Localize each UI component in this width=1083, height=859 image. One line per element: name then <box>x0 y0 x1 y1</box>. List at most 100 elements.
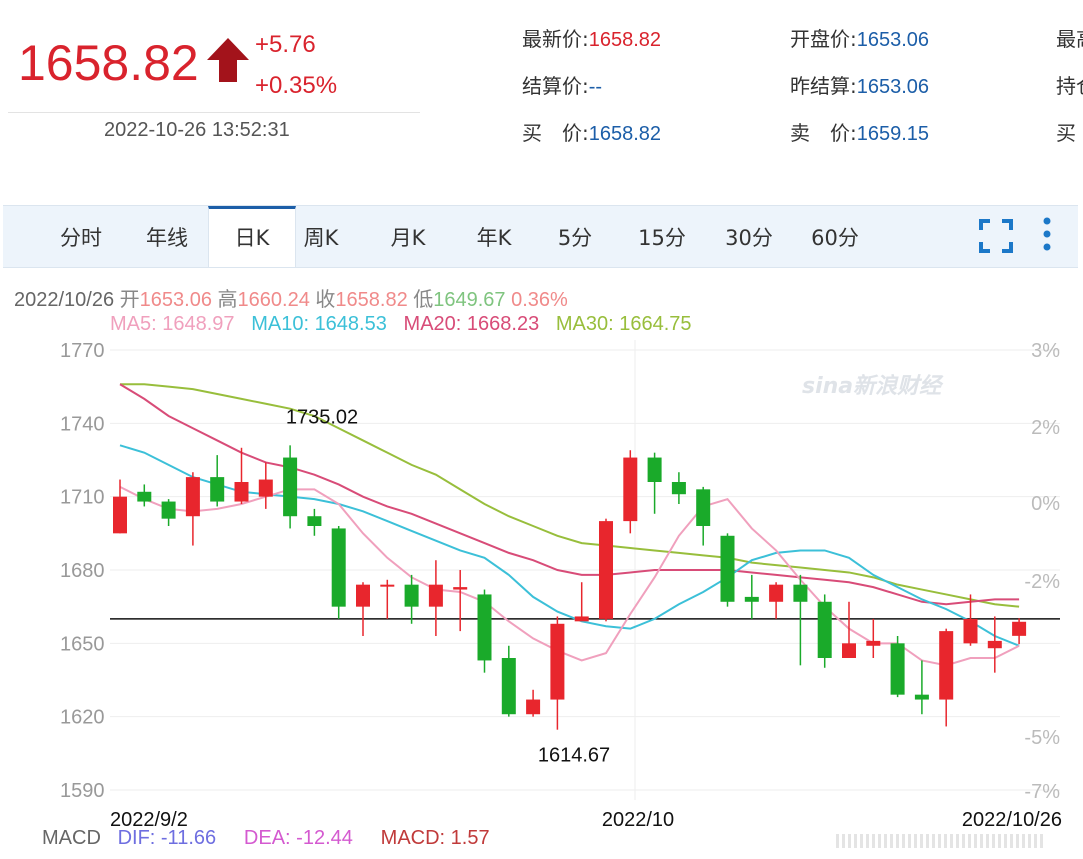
tab-日K[interactable]: 日K <box>208 206 296 267</box>
candle-body <box>696 489 711 526</box>
up-arrow-icon <box>207 38 249 82</box>
candle-body <box>453 587 468 590</box>
fullscreen-icon[interactable] <box>979 219 1013 253</box>
last-price: 1658.82 <box>18 35 199 91</box>
candle-body <box>404 584 419 607</box>
candle-body <box>137 491 152 502</box>
field-value: 1659.15 <box>856 123 930 145</box>
legend-ma5: MA5: 1648.97 <box>110 313 235 335</box>
price-change-pct: +0.35% <box>255 72 338 99</box>
y-tick-label: 1590 <box>60 780 105 802</box>
field-label: 持仓 <box>1056 74 1083 98</box>
field-value: 1653.06 <box>856 76 930 98</box>
field-label: 开盘价: <box>790 27 857 51</box>
candle-body <box>671 482 686 495</box>
candle-body <box>574 616 589 622</box>
macd-dotted-band <box>836 834 1046 848</box>
ma-line-ma20 <box>119 383 1020 606</box>
info-date: 2022/10/26 <box>14 289 115 311</box>
candle-body <box>550 623 565 700</box>
field-label: 结算价: <box>522 74 589 98</box>
field-label: 最高 <box>1056 27 1083 51</box>
candle-body <box>817 601 832 658</box>
field-label: 卖 价: <box>790 121 857 145</box>
info-high: 1660.24 <box>237 289 310 311</box>
price-annotation: 1735.02 <box>286 407 358 429</box>
quote-field: 结算价:-- <box>522 70 602 99</box>
candle-body <box>987 640 1002 649</box>
candle-body <box>914 694 929 700</box>
macd-legend: MACD DIF: -11.66 DEA: -12.44 MACD: 1.57 <box>42 827 490 850</box>
x-tick-label: 2022/9/2 <box>110 809 188 830</box>
quote-field: 卖 价:1659.15 <box>790 117 929 146</box>
field-label: 买 价: <box>522 121 589 145</box>
y-tick-label: 1650 <box>60 633 105 655</box>
info-open: 1653.06 <box>139 289 212 311</box>
candle-info: 2022/10/26 开1653.06 高1660.24 收1658.82 低1… <box>14 289 568 311</box>
quote-field: 买 价:1658.82 <box>522 117 661 146</box>
info-low: 1649.67 <box>433 289 506 311</box>
quote-field: 开盘价:1653.06 <box>790 23 929 52</box>
candle-body <box>113 496 127 534</box>
x-tick-label: 2022/10/26 <box>962 809 1062 830</box>
candle-body <box>234 482 249 502</box>
macd-dif: DIF: -11.66 <box>117 827 217 849</box>
quote-field: 持仓 <box>1056 70 1083 99</box>
tab-60分[interactable]: 60分 <box>811 226 859 250</box>
more-menu-icon[interactable] <box>1041 216 1053 252</box>
candle-body <box>185 477 200 517</box>
info-close: 1658.82 <box>335 289 408 311</box>
tab-30分[interactable]: 30分 <box>725 226 773 250</box>
candle-body <box>477 594 492 661</box>
macd-label: MACD <box>42 827 101 849</box>
quote-field: 最高 <box>1056 23 1083 52</box>
candle-body <box>380 584 395 587</box>
candle-body <box>599 521 613 619</box>
x-tick-label: 2022/10 <box>602 809 674 830</box>
tab-分时[interactable]: 分时 <box>60 226 102 250</box>
tab-月K[interactable]: 月K <box>390 226 426 250</box>
pct-tick-label: 3% <box>1031 340 1060 362</box>
tab-周K[interactable]: 周K <box>303 226 339 250</box>
legend-ma10: MA10: 1648.53 <box>251 313 387 335</box>
pct-tick-label: -7% <box>1024 781 1060 803</box>
y-tick-label: 1680 <box>60 560 105 582</box>
field-value: 1658.82 <box>588 29 662 51</box>
tab-年K[interactable]: 年K <box>476 226 512 250</box>
candle-body <box>744 596 759 602</box>
legend-ma30: MA30: 1664.75 <box>555 313 692 335</box>
price-annotation: 1614.67 <box>538 745 610 767</box>
y-tick-label: 1620 <box>60 707 105 729</box>
candle-body <box>647 457 662 482</box>
candle-body <box>501 658 516 715</box>
field-label: 昨结算: <box>790 74 857 98</box>
ma-line-ma5 <box>119 485 1020 667</box>
ma-line-ma10 <box>119 444 1020 647</box>
tab-年线[interactable]: 年线 <box>146 226 188 250</box>
field-label: 买 <box>1056 121 1076 145</box>
y-tick-label: 1710 <box>60 487 105 509</box>
candle-body <box>526 699 541 715</box>
price-change: +5.76 <box>255 31 316 58</box>
candle-body <box>210 477 225 502</box>
tab-5分[interactable]: 5分 <box>557 226 593 250</box>
candle-body <box>720 535 735 602</box>
kline-chart[interactable]: 1770 1740 1710 1680 1650 1620 1590 3% 2% 0% -2% -5%… <box>0 330 1083 830</box>
field-label: 最新价: <box>522 27 589 51</box>
candle-body <box>793 584 808 602</box>
y-tick-label: 1770 <box>60 340 105 362</box>
candle-body <box>866 640 881 646</box>
chart-tab-bar: 分时 年线 日K 周K 月K 年K 5分 15分 30分 60分 <box>3 205 1078 268</box>
ma-line-ma30 <box>120 383 1020 608</box>
quote-field: 最新价:1658.82 <box>522 23 661 52</box>
candle-body <box>258 479 273 497</box>
quote-timestamp: 2022-10-26 13:52:31 <box>104 119 290 141</box>
candle-body <box>428 584 443 607</box>
legend-ma20: MA20: 1668.23 <box>403 313 540 335</box>
pct-tick-label: 0% <box>1031 493 1060 515</box>
candle-body <box>769 584 784 602</box>
quote-field: 买 <box>1056 117 1076 146</box>
candle-body <box>623 457 638 522</box>
tab-15分[interactable]: 15分 <box>638 226 686 250</box>
sina-watermark-logo: sina新浪财经 <box>802 374 942 399</box>
